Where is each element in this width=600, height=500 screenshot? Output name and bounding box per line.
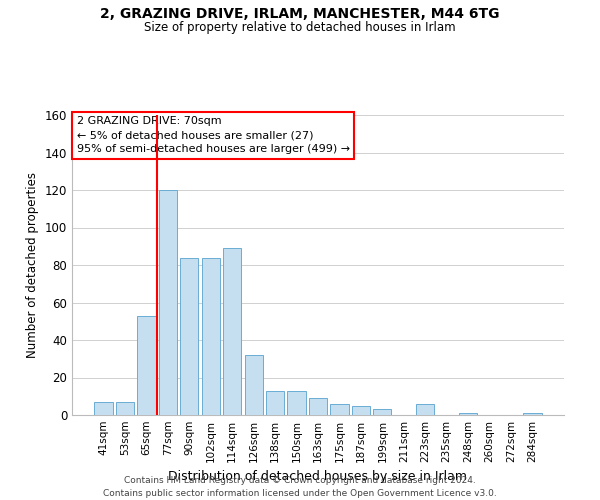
Text: Size of property relative to detached houses in Irlam: Size of property relative to detached ho… — [144, 21, 456, 34]
Bar — [245, 355, 263, 415]
Text: 2 GRAZING DRIVE: 70sqm
← 5% of detached houses are smaller (27)
95% of semi-deta: 2 GRAZING DRIVE: 70sqm ← 5% of detached … — [77, 116, 350, 154]
Bar — [180, 258, 199, 415]
Bar — [287, 390, 305, 415]
Text: 2, GRAZING DRIVE, IRLAM, MANCHESTER, M44 6TG: 2, GRAZING DRIVE, IRLAM, MANCHESTER, M44… — [100, 8, 500, 22]
Bar — [373, 410, 391, 415]
Bar — [352, 406, 370, 415]
Bar — [309, 398, 327, 415]
Y-axis label: Number of detached properties: Number of detached properties — [26, 172, 39, 358]
Bar — [266, 390, 284, 415]
Bar — [116, 402, 134, 415]
Bar — [159, 190, 177, 415]
X-axis label: Distribution of detached houses by size in Irlam: Distribution of detached houses by size … — [169, 470, 467, 484]
Bar — [223, 248, 241, 415]
Bar — [202, 258, 220, 415]
Bar — [331, 404, 349, 415]
Bar — [459, 413, 477, 415]
Bar — [94, 402, 113, 415]
Bar — [416, 404, 434, 415]
Bar — [523, 413, 542, 415]
Text: Contains HM Land Registry data © Crown copyright and database right 2024.
Contai: Contains HM Land Registry data © Crown c… — [103, 476, 497, 498]
Bar — [137, 316, 155, 415]
